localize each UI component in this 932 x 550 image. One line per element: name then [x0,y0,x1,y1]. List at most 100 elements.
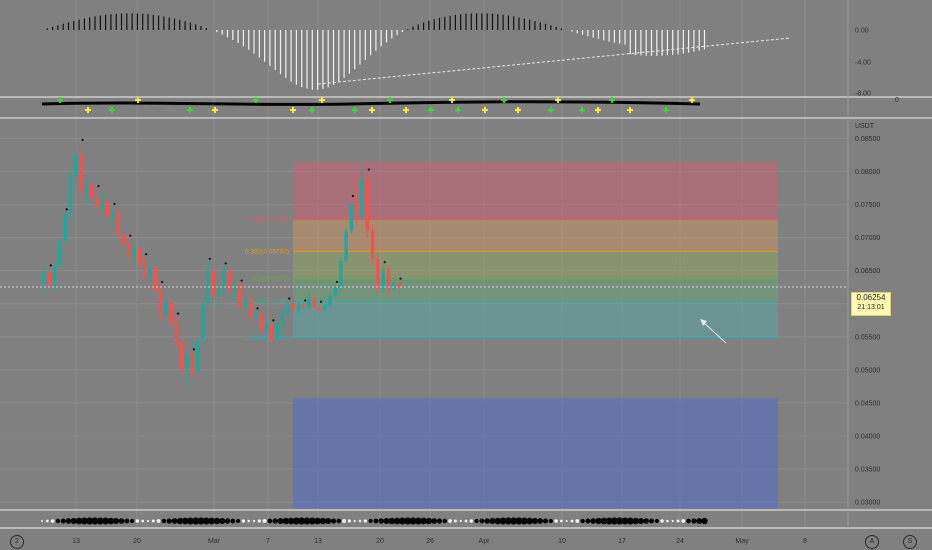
candle-body [79,155,83,192]
fib-level-label: 0.5(0.06379) [252,276,289,283]
signal-dot [129,234,132,237]
volume-dot [292,517,300,525]
candle-body [100,201,105,208]
volume-dot [113,517,120,525]
volume-dot [442,518,448,524]
candle-body [42,272,46,284]
volume-dot [626,517,634,525]
signal-dot [288,297,291,300]
volume-dot [55,518,61,524]
volume-dot [171,518,178,524]
volume-dot [353,519,356,523]
candle-body [238,283,242,308]
candle-body [158,290,163,314]
candle-body [376,258,380,290]
volume-dot [696,518,703,524]
signal-cross [85,107,91,113]
volume-dot [303,517,311,525]
time-axis-label: 10 [558,538,566,545]
volume-dot [224,518,231,524]
candle-body [137,247,142,265]
volume-dot [80,517,88,525]
volume-dot [542,518,549,524]
signal-cross [187,107,193,113]
volume-dot [342,519,347,523]
volume-dot [565,519,568,523]
candle-body [169,302,173,324]
candle-body [190,355,195,372]
volume-dot [691,518,697,524]
volume-dot [548,518,553,524]
candle-body [63,214,67,241]
signal-cross [428,107,434,113]
candle-body [275,323,279,341]
volume-dot [75,517,83,525]
volume-dot [654,518,659,524]
oscillator-trendline [317,37,791,85]
candle-body [381,270,385,290]
signal-dot [256,307,259,310]
candle-body [127,244,131,257]
candle-body [386,270,391,290]
volume-dot [363,519,367,523]
candle-body [333,287,338,296]
candle-body [105,201,110,217]
time-axis-label: 20 [133,538,141,545]
signal-dot [335,280,339,284]
candle-body [132,247,136,257]
fib-zone [293,398,778,509]
candle-body [328,295,332,306]
candle-body [201,303,205,341]
time-axis-label: 20 [376,538,384,545]
candle-body [142,264,147,276]
volume-dot [314,517,321,525]
volume-dot [118,518,125,524]
signal-cross [455,107,461,113]
candle-body [153,267,158,291]
volume-dot [479,518,485,524]
volume-dot [192,517,200,525]
volume-dot [241,519,246,523]
volume-dot [50,519,55,523]
volume-dot [520,517,528,525]
volume-dot [330,518,337,524]
candle-body [270,324,274,341]
signal-dot [383,261,386,264]
volume-dot [96,517,104,525]
volume-dot [336,518,342,524]
signal-cross [57,97,63,103]
volume-dot [107,517,115,525]
candle-body [121,234,126,245]
candle-body [280,313,285,324]
signal-cross [482,107,488,113]
time-axis-label: Apr [479,538,491,545]
volume-dot [166,518,172,524]
signal-cross [609,97,615,103]
volume-dot [141,519,145,523]
settings-button[interactable]: S [903,535,917,549]
timezone-button[interactable]: 2 [10,535,24,549]
volume-dot [65,518,72,524]
candle-body [52,265,57,286]
volume-dot [325,518,332,524]
volume-dot [649,518,654,524]
candle-body [243,300,248,308]
auto-scale-button[interactable]: A [865,535,879,549]
volume-dot [575,519,580,523]
volume-dot [368,518,373,524]
signal-cross [548,107,554,113]
price-tick-label: 0.04000 [855,433,880,440]
candle-body [360,178,364,218]
volume-dot [129,518,135,524]
candle-body [68,174,73,215]
signal-dot [399,277,402,280]
signal-cross [135,97,141,103]
signal-dot [145,253,148,256]
price-tick-label: 0.05000 [855,367,880,374]
volume-dot [358,519,362,523]
price-tick-label: 0.07500 [855,202,880,209]
price-unit-label: USDT [855,123,875,130]
signal-cross [369,107,375,113]
